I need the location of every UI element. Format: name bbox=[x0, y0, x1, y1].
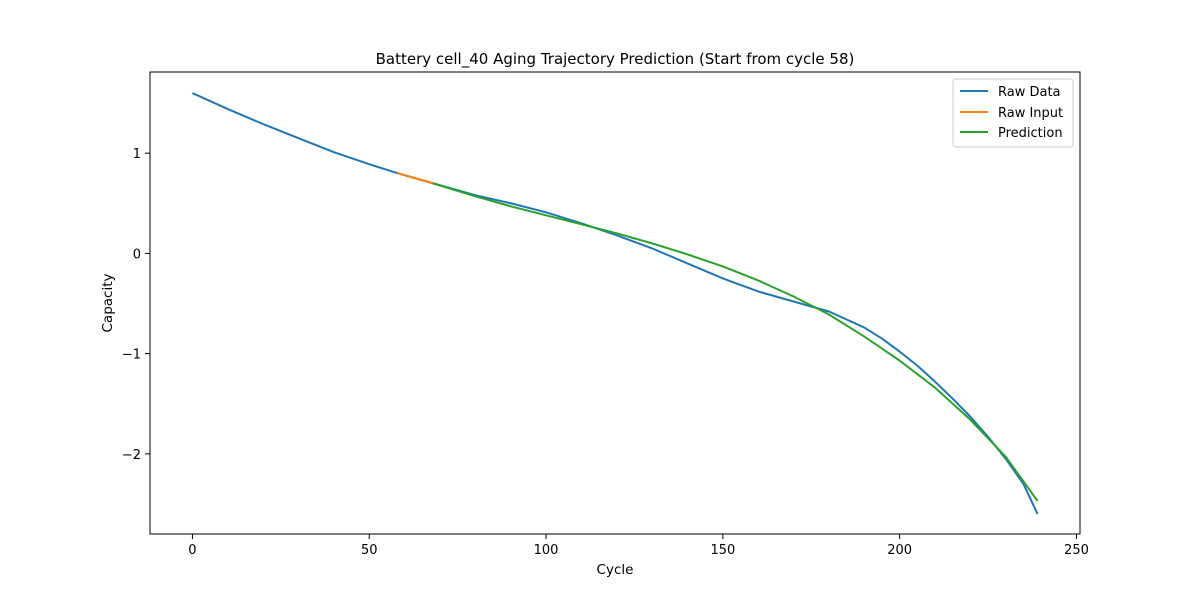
x-tick-label: 250 bbox=[1064, 543, 1089, 558]
plot-lines bbox=[192, 92, 1039, 515]
legend-box bbox=[952, 78, 1074, 148]
series-line-raw-input bbox=[397, 172, 434, 185]
legend: Raw Data Raw Input Prediction bbox=[952, 78, 1074, 148]
y-axis-label: Capacity bbox=[100, 273, 116, 332]
legend-label-prediction: Prediction bbox=[998, 126, 1063, 141]
x-tick-label: 150 bbox=[710, 543, 735, 558]
x-tick-label: 200 bbox=[887, 543, 912, 558]
series-line-raw-data bbox=[192, 92, 1039, 515]
x-tick-label: 0 bbox=[188, 543, 196, 558]
legend-label-raw-input: Raw Input bbox=[998, 106, 1063, 121]
y-tick-label: −2 bbox=[122, 448, 141, 463]
x-axis-label: Cycle bbox=[597, 562, 634, 578]
chart-title: Battery cell_40 Aging Trajectory Predict… bbox=[376, 50, 855, 69]
y-axis-ticks: 1 0 −1 −2 bbox=[122, 147, 150, 463]
x-tick-label: 50 bbox=[361, 543, 378, 558]
y-tick-label: −1 bbox=[122, 348, 141, 363]
plot-frame bbox=[149, 71, 1081, 535]
y-tick-label: 1 bbox=[133, 147, 141, 162]
x-tick-label: 100 bbox=[534, 543, 559, 558]
y-tick-label: 0 bbox=[133, 247, 141, 262]
series-line-prediction bbox=[432, 182, 1039, 502]
x-axis-ticks: 0 50 100 150 200 250 bbox=[188, 534, 1089, 558]
legend-label-raw-data: Raw Data bbox=[998, 85, 1061, 100]
